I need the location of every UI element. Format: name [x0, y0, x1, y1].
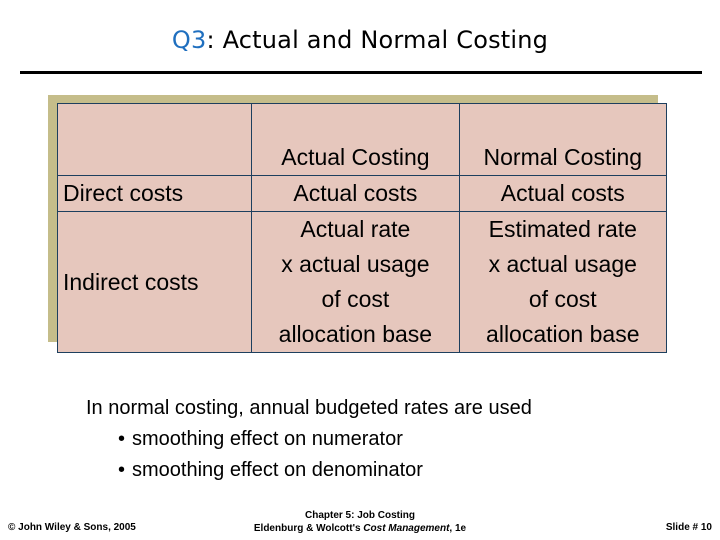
header-actual-costing: Actual Costing — [251, 103, 460, 176]
indirect-normal-line: allocation base — [486, 321, 640, 347]
bullet-icon: • — [118, 459, 126, 481]
indirect-actual-cell: Actual rate x actual usage of cost alloc… — [251, 211, 460, 353]
bullet-text: smoothing effect on denominator — [132, 459, 423, 481]
slide-number-label: Slide # — [665, 522, 701, 533]
footer-slide-number: Slide # 10 — [666, 522, 712, 533]
title-question-number: Q3 — [171, 26, 207, 54]
indirect-normal-line: Estimated rate — [488, 216, 637, 242]
indirect-actual-line: x actual usage — [281, 251, 430, 277]
indirect-actual-line: of cost — [321, 286, 390, 312]
footer-copyright: © John Wiley & Sons, 2005 — [8, 522, 136, 533]
indirect-actual-line: allocation base — [278, 321, 433, 347]
title-underline — [20, 71, 702, 74]
indirect-actual-line: Actual rate — [300, 216, 411, 242]
notes-main-text: In normal costing, annual budgeted rates… — [86, 397, 532, 419]
indirect-normal-cell: Estimated rate x actual usage of cost al… — [458, 211, 668, 353]
footer-authors: Eldenburg & Wolcott's — [253, 523, 364, 534]
bullet-icon: • — [118, 428, 126, 450]
row-label-indirect-costs: Indirect costs — [56, 211, 253, 353]
footer-book-name: Cost Management — [363, 523, 450, 534]
title-text: : Actual and Normal Costing — [206, 26, 549, 54]
table-row-indirect-costs: Indirect costs Actual rate x actual usag… — [56, 211, 668, 353]
table-row-direct-costs: Direct costs Actual costs Actual costs — [56, 175, 668, 212]
indirect-normal-line: of cost — [528, 286, 597, 312]
bullet-item: • smoothing effect on denominator — [86, 455, 532, 486]
bullet-text: smoothing effect on numerator — [132, 428, 403, 450]
header-empty-cell — [56, 103, 253, 176]
footer-book-title: Eldenburg & Wolcott's Cost Management, 1… — [200, 522, 520, 535]
direct-normal-cell: Actual costs — [458, 175, 668, 212]
costing-comparison-table: Actual Costing Normal Costing Direct cos… — [56, 103, 668, 353]
indirect-normal-line: x actual usage — [488, 251, 637, 277]
slide-number-value: 10 — [700, 522, 712, 533]
footer-chapter-title: Chapter 5: Job Costing — [304, 510, 415, 521]
header-normal-costing: Normal Costing — [458, 103, 668, 176]
row-label-direct-costs: Direct costs — [56, 175, 253, 212]
slide-title: Q3: Actual and Normal Costing — [0, 26, 720, 54]
direct-actual-cell: Actual costs — [251, 175, 460, 212]
footer-chapter-info: Chapter 5: Job Costing Eldenburg & Wolco… — [200, 509, 520, 535]
table-header-row: Actual Costing Normal Costing — [56, 103, 668, 176]
notes-block: In normal costing, annual budgeted rates… — [86, 393, 532, 486]
footer-edition: , 1e — [449, 523, 467, 534]
bullet-item: • smoothing effect on numerator — [86, 424, 532, 455]
